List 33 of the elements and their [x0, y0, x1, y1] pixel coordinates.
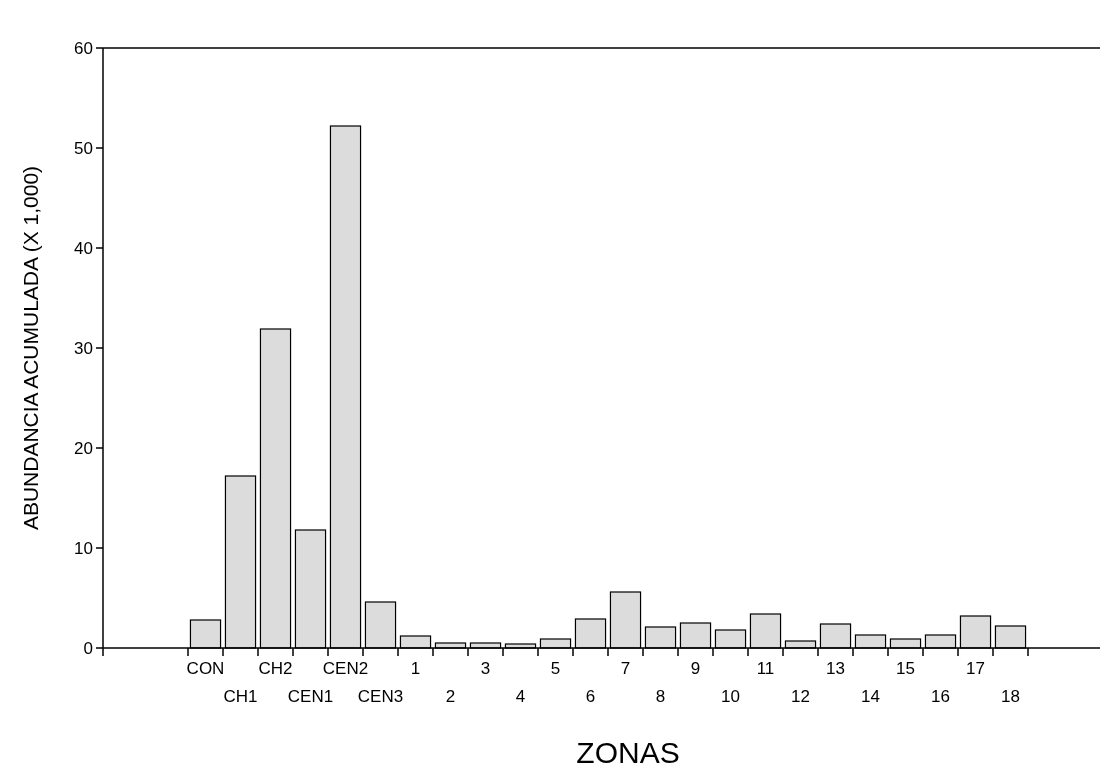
- y-tick-label: 50: [74, 138, 93, 158]
- x-tick-label: 10: [721, 687, 740, 706]
- x-tick-label: 5: [550, 659, 561, 678]
- x-tick-label: 2: [445, 687, 456, 706]
- y-tick-label: 30: [74, 338, 93, 358]
- x-tick-label: 1: [410, 659, 421, 678]
- x-tick-label: 6: [585, 687, 596, 706]
- x-tick-label: 15: [896, 659, 915, 678]
- x-tick-label: CH1: [223, 687, 258, 706]
- x-tick-label: 17: [966, 659, 985, 678]
- y-tick-label: 10: [74, 538, 93, 558]
- x-tick-label: CEN1: [287, 687, 334, 706]
- x-tick-label: 11: [756, 659, 775, 678]
- x-tick-label: 9: [690, 659, 701, 678]
- x-tick-label: 18: [1001, 687, 1020, 706]
- y-axis-title: ABUNDANCIA ACUMULADA (X 1,000): [19, 165, 42, 531]
- y-tick-label: 0: [83, 638, 93, 658]
- x-axis-title: ZONAS: [576, 736, 680, 769]
- x-tick-label: 14: [861, 687, 880, 706]
- x-tick-label: CH2: [258, 659, 293, 678]
- x-tick-label: CON: [186, 659, 225, 678]
- y-tick-label: 60: [74, 38, 93, 58]
- x-tick-label: 4: [515, 687, 526, 706]
- x-tick-label: 12: [791, 687, 810, 706]
- y-tick-label: 40: [74, 238, 93, 258]
- x-tick-label: CEN3: [357, 687, 404, 706]
- x-tick-label: 13: [826, 659, 845, 678]
- x-tick-label: CEN2: [322, 659, 369, 678]
- x-tick-label: 3: [480, 659, 491, 678]
- x-tick-label: 16: [931, 687, 950, 706]
- x-tick-label: 8: [655, 687, 666, 706]
- x-tick-label: 7: [620, 659, 631, 678]
- y-tick-label: 20: [74, 438, 93, 458]
